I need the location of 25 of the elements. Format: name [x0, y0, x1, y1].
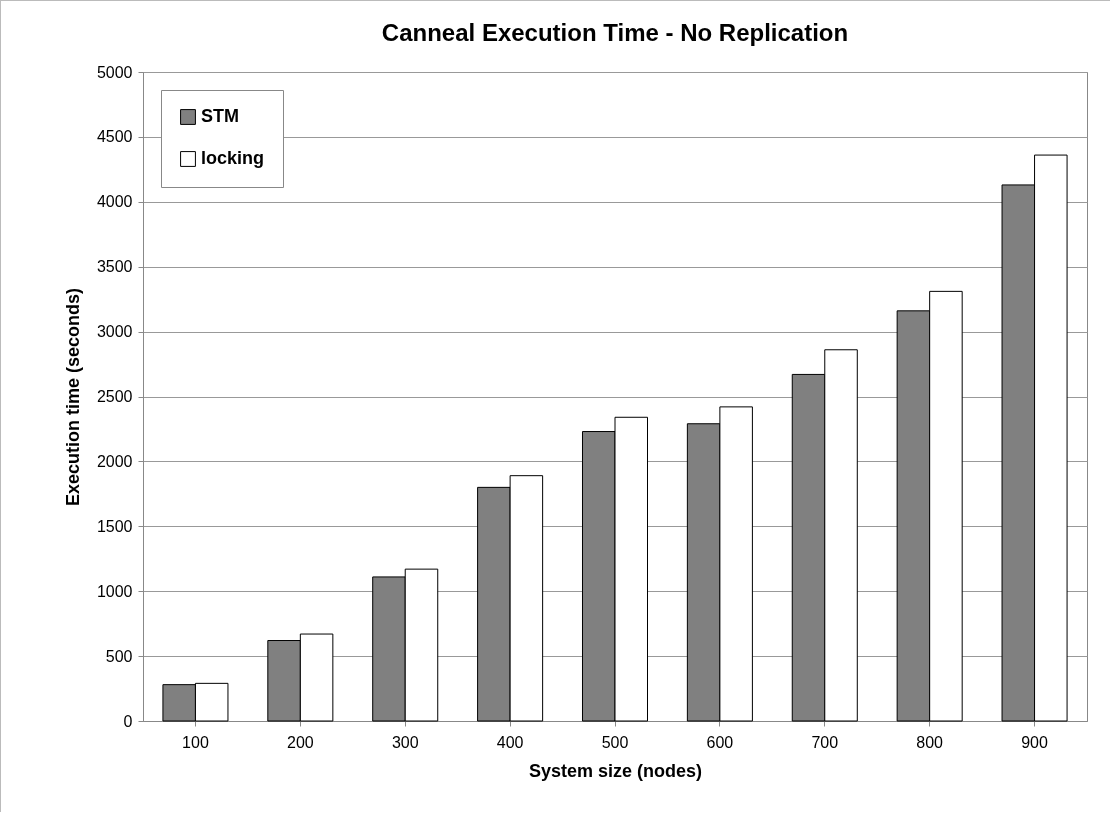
x-tick-label: 800: [916, 733, 944, 751]
x-tick-label: 900: [1021, 733, 1048, 751]
y-tick-label: 500: [105, 647, 133, 665]
y-tick-label: 2500: [96, 388, 133, 405]
y-tick-label: 1500: [96, 517, 133, 535]
x-tick-label: 700: [811, 733, 839, 751]
x-tick-label: 300: [391, 733, 419, 751]
x-axis-title: System size (nodes): [528, 760, 703, 781]
y-axis-title: Execution time (seconds): [62, 287, 83, 507]
y-tick-label: 1000: [96, 582, 133, 600]
x-tick-label: 500: [601, 733, 629, 751]
y-tick-label: 5000: [96, 63, 133, 81]
y-tick-label: 3500: [96, 258, 133, 276]
y-tick-label: 3000: [96, 323, 133, 341]
y-tick-label: 0: [123, 712, 133, 730]
y-tick-label: 4500: [96, 128, 133, 146]
x-tick-label: 600: [706, 733, 734, 751]
legend-label: STM: [201, 106, 239, 126]
y-tick-label: 4000: [96, 193, 133, 211]
chart-title: Canneal Execution Time - No Replication: [381, 19, 849, 46]
legend-label: locking: [201, 148, 265, 168]
x-tick-label: 100: [182, 733, 209, 751]
y-tick-label: 2000: [96, 452, 133, 470]
x-tick-label: 200: [286, 733, 314, 751]
x-tick-label: 400: [496, 733, 524, 751]
